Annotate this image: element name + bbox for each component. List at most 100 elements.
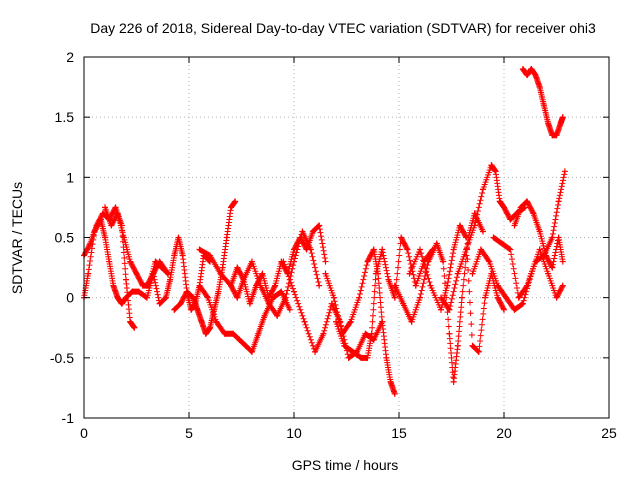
point-track-10-1 xyxy=(330,294,337,301)
point-track-11-3 xyxy=(358,354,365,361)
point-track-6-11 xyxy=(278,288,285,295)
point-track-15-9 xyxy=(545,270,552,277)
point-track-4-1 xyxy=(150,270,157,277)
series-track-4 xyxy=(144,234,213,313)
point-track-3-2 xyxy=(114,210,121,217)
point-track-14-6 xyxy=(488,162,495,169)
chart-title: Day 226 of 2018, Sidereal Day-to-day VTE… xyxy=(90,20,596,36)
point-track-10-5 xyxy=(364,258,371,265)
point-track-5-1 xyxy=(177,300,184,307)
point-track-13-1 xyxy=(417,246,423,253)
point-track-9-0 xyxy=(280,258,287,265)
point-track-5-10 xyxy=(219,264,226,271)
point-track-9-10 xyxy=(370,336,377,343)
point-track-12-5 xyxy=(433,240,440,247)
point-track-1-8 xyxy=(127,318,134,325)
point-track-17-1 xyxy=(517,204,524,211)
point-track-16-0 xyxy=(490,234,497,241)
point-track-7-4 xyxy=(234,294,241,301)
point-track-18-2 xyxy=(528,66,535,73)
y-tick-label-2: 0 xyxy=(66,290,74,306)
point-track-16-7 xyxy=(549,234,556,241)
point-track-5-2 xyxy=(183,288,190,295)
x-axis-label: GPS time / hours xyxy=(292,457,399,473)
point-track-3-4 xyxy=(127,258,134,265)
point-track-13-9 xyxy=(475,348,482,355)
point-track-6-3 xyxy=(221,330,228,337)
y-tick-label-1: -0.5 xyxy=(50,350,74,366)
point-track-9-4 xyxy=(320,330,327,337)
point-track-5-11 xyxy=(223,234,230,241)
point-track-4-5 xyxy=(171,252,178,259)
point-track-18-4 xyxy=(536,84,543,91)
point-track-8-10 xyxy=(291,246,297,253)
data-layer xyxy=(81,66,568,397)
x-tick-label-1: 5 xyxy=(185,425,193,441)
point-track-3-5 xyxy=(133,270,140,277)
point-track-6-4 xyxy=(230,330,237,337)
point-track-4-7 xyxy=(179,252,186,259)
point-track-11-5 xyxy=(368,330,375,337)
point-track-12-8 xyxy=(450,378,457,385)
point-track-4-9 xyxy=(188,306,195,313)
point-track-8-0 xyxy=(228,282,234,289)
point-track-14-9 xyxy=(501,204,507,211)
point-track-12-9 xyxy=(454,342,461,349)
point-track-11-4 xyxy=(364,354,371,361)
point-track-18-0 xyxy=(519,66,526,73)
point-track-18-8 xyxy=(553,132,560,139)
point-track-8-14 xyxy=(316,222,323,229)
series-track-17 xyxy=(511,198,566,271)
point-track-5-4 xyxy=(194,306,201,313)
point-track-7-1 xyxy=(207,252,213,259)
point-track-12-12 xyxy=(471,210,478,217)
point-track-10-9 xyxy=(383,354,390,361)
point-track-12-7 xyxy=(446,330,453,337)
point-track-7-6 xyxy=(249,258,255,265)
point-track-14-5 xyxy=(480,186,486,193)
point-track-2-10 xyxy=(129,288,136,295)
point-track-12-2 xyxy=(408,318,415,325)
point-track-7-12 xyxy=(299,228,306,235)
point-track-10-3 xyxy=(347,318,354,325)
point-track-14-4 xyxy=(471,222,478,229)
point-track-13-0 xyxy=(406,270,413,277)
point-track-17-8 xyxy=(559,258,566,265)
point-track-8-15 xyxy=(322,258,329,265)
point-track-6-2 xyxy=(213,318,220,325)
point-track-4-3 xyxy=(162,294,169,301)
point-track-11-0 xyxy=(333,318,339,325)
point-track-10-8 xyxy=(379,318,386,325)
x-tick-label-4: 20 xyxy=(496,425,512,441)
point-track-6-1 xyxy=(204,294,211,301)
point-track-7-0 xyxy=(196,246,203,253)
point-track-15-5 xyxy=(511,306,518,313)
point-track-8-7 xyxy=(272,282,279,289)
point-track-10-0 xyxy=(322,270,329,277)
point-track-3-3 xyxy=(120,234,127,241)
point-track-12-4 xyxy=(425,258,432,265)
point-track-16-5 xyxy=(532,258,539,265)
point-track-5-7 xyxy=(207,324,213,331)
point-track-11-8 xyxy=(385,276,392,283)
point-track-9-1 xyxy=(291,288,297,295)
point-track-14-1 xyxy=(446,306,453,313)
point-track-7-8 xyxy=(265,300,272,307)
point-track-3-1 xyxy=(108,222,115,229)
point-track-11-9 xyxy=(391,294,398,301)
series-track-8 xyxy=(228,222,329,307)
point-track-11-6 xyxy=(372,270,379,277)
series-track-14 xyxy=(438,162,528,313)
point-track-17-0 xyxy=(511,222,518,229)
point-track-11-10 xyxy=(398,234,405,241)
point-track-1-3 xyxy=(99,210,106,217)
point-track-4-4 xyxy=(167,276,174,283)
y-tick-label-4: 1 xyxy=(66,169,74,185)
point-track-17-7 xyxy=(555,234,562,241)
point-track-18-3 xyxy=(532,72,539,79)
point-track-18-5 xyxy=(540,102,547,109)
point-track-5-6 xyxy=(202,330,209,337)
point-track-8-2 xyxy=(240,276,247,283)
point-track-2-8 xyxy=(118,300,125,307)
point-track-12-6 xyxy=(440,258,447,265)
